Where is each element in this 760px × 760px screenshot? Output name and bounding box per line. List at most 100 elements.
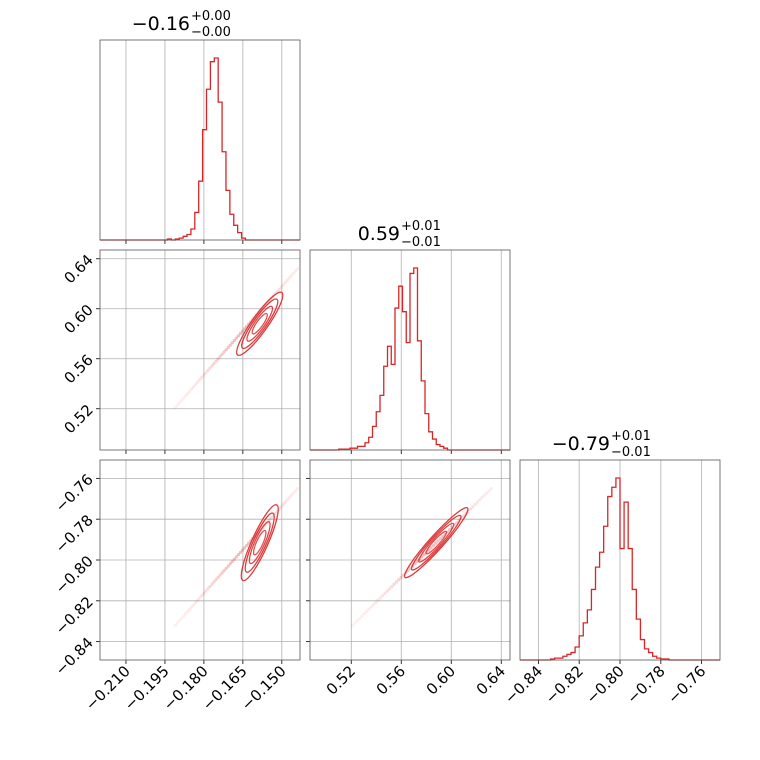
scatter-point xyxy=(190,605,194,609)
x-tick-label: −0.80 xyxy=(583,662,628,707)
scatter-point xyxy=(181,614,186,618)
scatter-point xyxy=(187,607,192,611)
scatter-point xyxy=(242,546,247,550)
x-tick-label: −0.76 xyxy=(664,662,709,707)
panel-1-1: 0.59 +0.01−0.01 xyxy=(309,219,511,454)
contour-level-3 xyxy=(252,529,267,556)
scatter-point xyxy=(238,331,243,336)
scatter-point xyxy=(478,498,482,502)
contour-level-0 xyxy=(236,291,284,356)
histogram-2 xyxy=(520,477,720,661)
scatter-point xyxy=(222,569,226,573)
scatter-point xyxy=(196,380,200,384)
scatter-point xyxy=(230,559,234,564)
scatter-point xyxy=(293,269,297,273)
contour-level-0 xyxy=(240,504,279,582)
scatter-point xyxy=(202,591,206,596)
scatter-point xyxy=(183,394,188,398)
scatter-point xyxy=(228,343,232,347)
scatter-point xyxy=(175,621,179,625)
scatter-point xyxy=(355,619,359,623)
scatter-point xyxy=(212,361,216,366)
axes-frame xyxy=(519,459,721,661)
axes-frame xyxy=(309,459,511,661)
scatter-point xyxy=(220,352,224,356)
scatter-point xyxy=(216,357,220,361)
scatter-point xyxy=(204,371,208,375)
scatter-point xyxy=(281,502,285,507)
scatter-point xyxy=(295,267,300,271)
scatter-point xyxy=(364,610,368,614)
scatter-point xyxy=(285,278,289,282)
axes-frame xyxy=(99,249,301,451)
scatter-point xyxy=(489,486,493,491)
x-tick-label: −0.84 xyxy=(501,662,546,707)
param-title-minus-1: −0.01 xyxy=(401,235,441,250)
scatter-point xyxy=(244,543,249,548)
y-tick-label: 0.56 xyxy=(60,351,96,387)
y-tick-label: −0.84 xyxy=(52,634,97,679)
scatter-point xyxy=(224,348,228,352)
histogram-0 xyxy=(100,57,300,241)
scatter-point xyxy=(198,596,202,600)
scatter-point xyxy=(295,486,300,491)
panel-2-2: −0.84−0.82−0.80−0.78−0.76 −0.79 +0.01−0.01 xyxy=(501,429,721,707)
contour-level-3 xyxy=(425,530,448,555)
y-tick-label: −0.78 xyxy=(52,511,97,556)
scatter-point xyxy=(212,580,216,584)
scatter-point xyxy=(246,541,251,545)
scatter-point xyxy=(293,489,297,493)
scatter-point xyxy=(187,389,192,393)
y-tick-label: −0.76 xyxy=(52,470,97,515)
scatter-point xyxy=(200,594,204,598)
scatter-point xyxy=(240,329,245,333)
scatter-point xyxy=(175,403,179,407)
scatter-point xyxy=(208,366,212,370)
contour-level-2 xyxy=(248,521,271,565)
scatter-point xyxy=(357,616,362,621)
scatter-point xyxy=(429,546,433,550)
scatter-point xyxy=(380,594,385,598)
param-title-minus-0: −0.00 xyxy=(191,25,231,40)
x-tick-label: 0.56 xyxy=(373,662,409,698)
scatter-point xyxy=(291,271,295,275)
scatter-point xyxy=(350,623,355,627)
scatter-point xyxy=(198,378,202,382)
scatter-point xyxy=(353,621,357,625)
scatter-point xyxy=(285,498,289,502)
scatter-point xyxy=(471,505,475,509)
scatter-point xyxy=(240,548,245,552)
scatter-point xyxy=(200,375,204,380)
scatter-point xyxy=(173,623,177,627)
scatter-point xyxy=(434,541,438,545)
scatter-point xyxy=(236,334,240,338)
scatter-point xyxy=(399,575,403,580)
scatter-point xyxy=(371,603,375,607)
scatter-point xyxy=(387,587,392,591)
scatter-point xyxy=(232,557,236,561)
scatter-point xyxy=(438,537,442,541)
y-tick-label: 0.60 xyxy=(60,301,96,337)
scatter-point xyxy=(385,589,389,593)
scatter-point xyxy=(360,614,364,618)
x-tick-label: 0.60 xyxy=(423,662,459,698)
scatter-point xyxy=(468,507,473,511)
param-title-value-2: −0.79 xyxy=(552,433,610,455)
scatter-point xyxy=(287,496,291,500)
contour-level-1 xyxy=(241,298,279,350)
scatter-point xyxy=(431,543,436,548)
scatter-point xyxy=(230,341,234,345)
scatter-point xyxy=(394,580,399,584)
scatter-point xyxy=(362,612,366,616)
x-tick-label: −0.82 xyxy=(542,662,587,707)
contour-level-3 xyxy=(251,312,268,335)
x-tick-label: −0.78 xyxy=(623,662,668,707)
scatter-point xyxy=(383,591,387,596)
panel-0-0: −0.16 +0.00−0.00 xyxy=(99,9,301,244)
scatter-point xyxy=(367,607,371,611)
scatter-point xyxy=(208,584,212,589)
scatter-point xyxy=(289,493,293,498)
histogram-1 xyxy=(310,267,510,451)
axes-frame xyxy=(99,459,301,661)
scatter-point xyxy=(179,616,184,621)
